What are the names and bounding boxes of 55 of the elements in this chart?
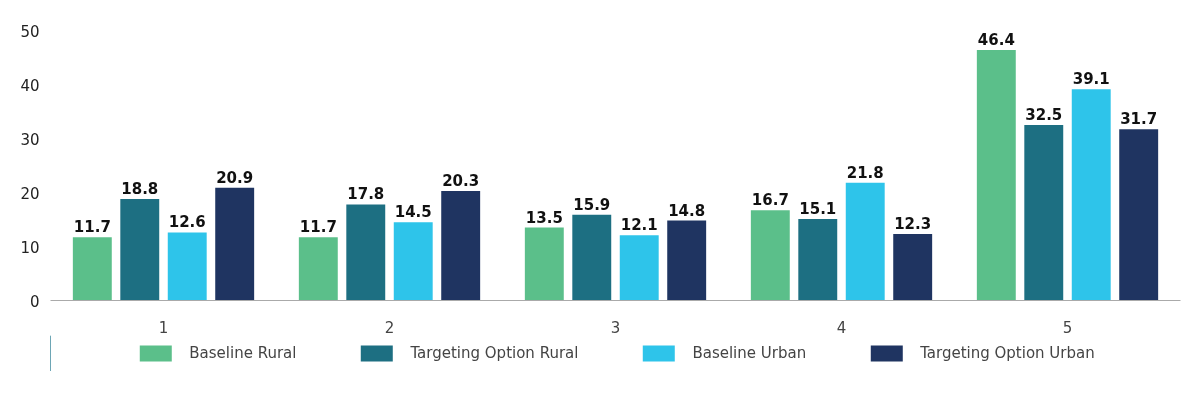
data-label: 12.1 bbox=[620, 216, 658, 235]
data-label: 16.7 bbox=[751, 191, 789, 210]
legend-label: Targeting Option Urban bbox=[920, 344, 1095, 362]
bar bbox=[215, 187, 255, 301]
data-label: 32.5 bbox=[1025, 106, 1063, 124]
x-tick-label: 2 bbox=[384, 318, 395, 337]
y-tick-label: 50 bbox=[20, 22, 40, 41]
x-tick-label: 4 bbox=[836, 318, 847, 337]
data-label: 20.9 bbox=[216, 168, 254, 187]
bar bbox=[845, 182, 885, 301]
bar bbox=[393, 222, 433, 301]
bar bbox=[667, 220, 707, 301]
bar bbox=[1119, 129, 1159, 301]
legend-label: Baseline Urban bbox=[692, 344, 807, 362]
data-label: 11.7 bbox=[73, 218, 111, 237]
data-label: 11.7 bbox=[299, 218, 337, 237]
bar bbox=[798, 218, 838, 301]
data-label: 39.1 bbox=[1072, 70, 1110, 89]
bar bbox=[298, 237, 338, 301]
x-tick-label: 5 bbox=[1062, 318, 1073, 337]
data-label: 13.5 bbox=[525, 208, 563, 227]
bar bbox=[72, 237, 112, 301]
data-label: 15.9 bbox=[573, 195, 611, 214]
x-tick-label: 1 bbox=[158, 318, 169, 337]
bar bbox=[893, 234, 933, 301]
bar bbox=[524, 227, 564, 301]
y-tick-label: 10 bbox=[20, 238, 40, 257]
data-label: 46.4 bbox=[977, 30, 1015, 49]
data-label: 18.8 bbox=[121, 179, 159, 198]
data-label: 21.8 bbox=[846, 163, 884, 182]
bar bbox=[120, 198, 160, 301]
bar bbox=[1024, 125, 1064, 301]
bar bbox=[346, 204, 386, 301]
bar bbox=[572, 214, 612, 301]
bar bbox=[976, 49, 1016, 301]
data-label: 17.8 bbox=[347, 185, 385, 204]
data-label: 12.6 bbox=[168, 213, 206, 232]
data-label: 15.1 bbox=[799, 199, 837, 218]
data-label: 14.5 bbox=[394, 203, 432, 222]
data-label: 14.8 bbox=[668, 201, 706, 220]
data-label: 12.3 bbox=[894, 215, 932, 234]
bar bbox=[1071, 89, 1111, 301]
y-tick-label: 20 bbox=[20, 184, 40, 203]
bar bbox=[441, 190, 481, 301]
data-label: 31.7 bbox=[1120, 110, 1158, 129]
x-tick-label: 3 bbox=[610, 318, 621, 337]
data-label: 20.3 bbox=[442, 171, 480, 190]
bar bbox=[750, 210, 790, 301]
bar bbox=[619, 235, 659, 301]
y-tick-label: 40 bbox=[20, 76, 40, 95]
y-tick-label: 0 bbox=[29, 292, 40, 311]
bar bbox=[167, 232, 207, 301]
legend-label: Targeting Option Rural bbox=[410, 344, 579, 362]
legend-label: Baseline Rural bbox=[189, 344, 297, 362]
y-tick-label: 30 bbox=[20, 130, 40, 149]
